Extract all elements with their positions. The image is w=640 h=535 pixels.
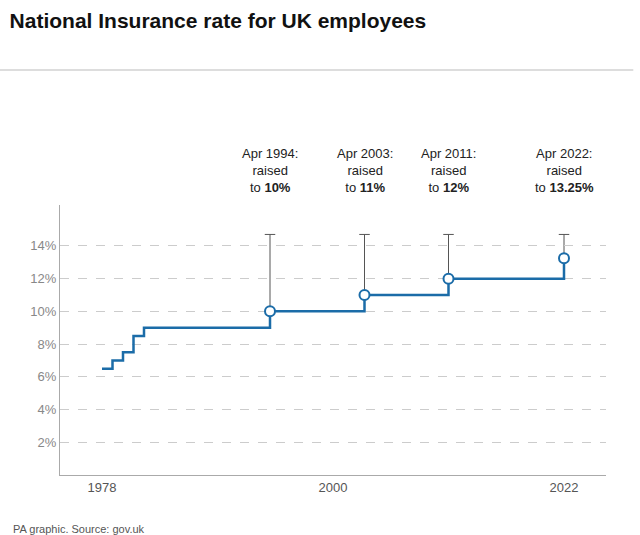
svg-text:Apr 1994:raisedto 10%: Apr 1994:raisedto 10% — [242, 146, 298, 195]
svg-text:10%: 10% — [30, 304, 56, 319]
svg-text:1978: 1978 — [88, 480, 117, 495]
svg-text:Apr 2003:raisedto 11%: Apr 2003:raisedto 11% — [337, 146, 393, 195]
svg-text:4%: 4% — [38, 402, 57, 417]
svg-text:2022: 2022 — [550, 480, 579, 495]
svg-text:Apr 2011:raisedto 12%: Apr 2011:raisedto 12% — [421, 146, 476, 195]
svg-text:12%: 12% — [30, 271, 56, 286]
svg-text:2%: 2% — [38, 435, 57, 450]
svg-text:6%: 6% — [38, 369, 57, 384]
svg-text:PA graphic. Source: gov.uk: PA graphic. Source: gov.uk — [13, 523, 145, 535]
svg-text:14%: 14% — [30, 238, 56, 253]
svg-text:2000: 2000 — [319, 480, 348, 495]
svg-text:8%: 8% — [38, 337, 57, 352]
svg-text:Apr 2022:raisedto 13.25%: Apr 2022:raisedto 13.25% — [535, 146, 594, 195]
svg-text:National Insurance rate for UK: National Insurance rate for UK employees — [10, 9, 427, 32]
